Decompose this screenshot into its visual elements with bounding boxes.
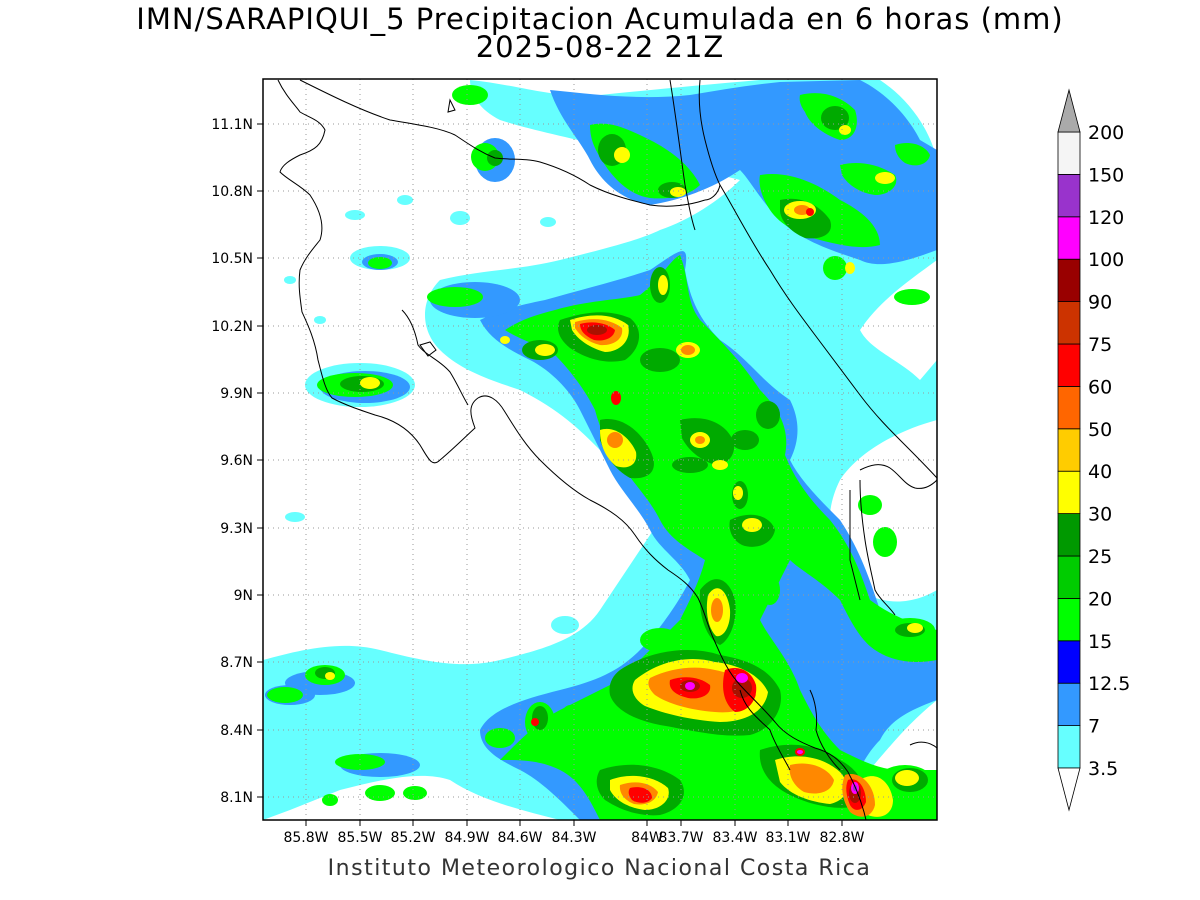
- colorbar-label: 20: [1088, 588, 1112, 610]
- lat-tick-label: 8.4N: [220, 723, 253, 739]
- colorbar-swatch: [1057, 725, 1081, 769]
- colorbar-label: 90: [1088, 292, 1112, 314]
- colorbar-label: 25: [1088, 546, 1112, 568]
- lon-tick-label: 85.8W: [283, 830, 328, 846]
- lat-tick-label: 9.3N: [220, 521, 253, 537]
- colorbar-label: 3.5: [1088, 758, 1118, 780]
- lat-tick-label: 9N: [234, 588, 253, 604]
- colorbar-label: 120: [1088, 207, 1124, 229]
- colorbar-label: 15: [1088, 631, 1112, 653]
- colorbar-label: 100: [1088, 249, 1124, 271]
- precip-field: [263, 79, 937, 820]
- lat-tick-label: 11.1N: [211, 117, 253, 133]
- colorbar-swatch: [1057, 131, 1081, 175]
- credit-text: Instituto Meteorologico Nacional Costa R…: [327, 856, 872, 881]
- colorbar-label: 40: [1088, 461, 1112, 483]
- lon-tick-label: 83.7W: [658, 830, 703, 846]
- colorbar-swatch: [1057, 682, 1081, 727]
- colorbar-label: 7: [1088, 716, 1100, 738]
- lon-tick-label: 84.6W: [497, 830, 542, 846]
- colorbar-min-arrow: [1057, 767, 1081, 812]
- lat-tick-label: 10.2N: [211, 319, 253, 335]
- lon-tick-label: 84.3W: [551, 830, 596, 846]
- colorbar-swatch: [1057, 173, 1081, 218]
- coastline: [277, 79, 937, 820]
- map-frame: [262, 78, 938, 821]
- map-timestamp: 2025-08-22 21Z: [475, 30, 725, 64]
- colorbar-legend: 3.5 7 12.5 15 20 25 30 40 50 60 75 90 100 120 150 200: [1057, 88, 1130, 812]
- lat-tick-label: 10.5N: [211, 251, 253, 267]
- colorbar-swatch: [1057, 258, 1081, 303]
- colorbar-swatch: [1057, 640, 1081, 684]
- lon-tick-label: 83.1W: [765, 830, 810, 846]
- colorbar-label: 200: [1088, 122, 1124, 144]
- political-border: [299, 79, 861, 771]
- lat-tick-label: 10.8N: [211, 184, 253, 200]
- colorbar-swatch: [1057, 343, 1081, 387]
- colorbar-swatch: [1057, 385, 1081, 430]
- colorbar-swatch: [1057, 216, 1081, 260]
- colorbar-label: 30: [1088, 504, 1112, 526]
- map-grid: [263, 79, 937, 820]
- lon-tick-label: 85.5W: [337, 830, 382, 846]
- lon-tick-label: 83.4W: [712, 830, 757, 846]
- colorbar-swatch: [1057, 301, 1081, 345]
- colorbar-swatch: [1057, 513, 1081, 557]
- lon-tick-label: 84.9W: [444, 830, 489, 846]
- lat-tick-label: 8.1N: [220, 790, 253, 806]
- lon-tick-label: 85.2W: [390, 830, 435, 846]
- latitude-labels: 11.1N 10.8N 10.5N 10.2N 9.9N 9.6N 9.3N 9N 8.7N 8.…: [211, 117, 253, 806]
- colorbar-swatch: [1057, 598, 1081, 642]
- axis-ticks: [257, 123, 843, 826]
- lat-tick-label: 8.7N: [220, 655, 253, 671]
- colorbar-label: 75: [1088, 334, 1112, 356]
- colorbar-swatch: [1057, 470, 1081, 515]
- colorbar-label: 12.5: [1088, 673, 1130, 695]
- colorbar-max-arrow: [1057, 88, 1081, 133]
- colorbar-label: 60: [1088, 376, 1112, 398]
- colorbar-swatch: [1057, 555, 1081, 599]
- colorbar-label: 50: [1088, 419, 1112, 441]
- map-title: IMN/SARAPIQUI_5 Precipitacion Acumulada …: [136, 2, 1064, 36]
- lat-tick-label: 9.9N: [220, 386, 253, 402]
- lon-tick-label: 84W: [631, 830, 663, 846]
- lat-tick-label: 9.6N: [220, 453, 253, 469]
- lon-tick-label: 82.8W: [819, 830, 864, 846]
- colorbar-swatch: [1057, 428, 1081, 472]
- colorbar-label: 150: [1088, 164, 1124, 186]
